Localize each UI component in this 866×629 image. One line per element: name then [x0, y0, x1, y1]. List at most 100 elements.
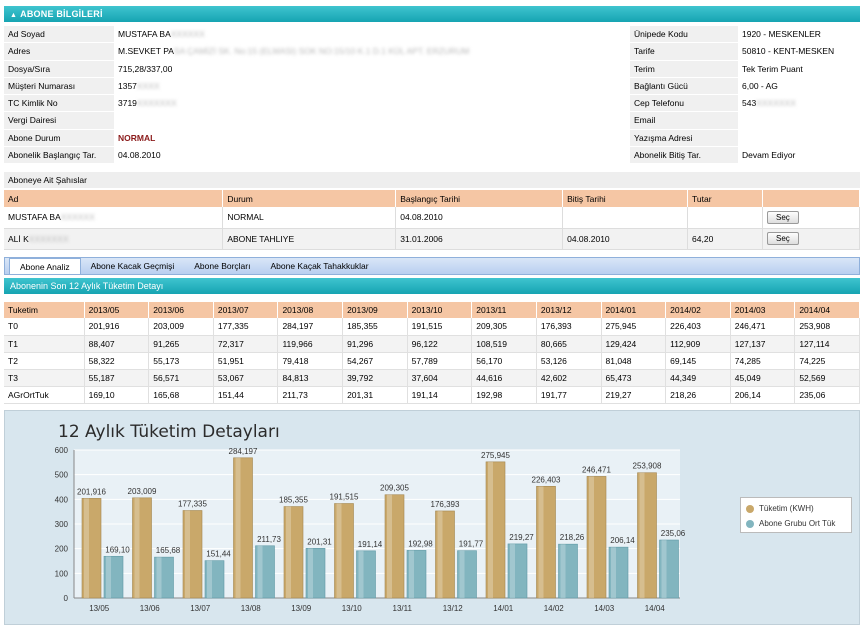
info-left-label: TC Kimlik No	[4, 95, 114, 113]
cell-name: MUSTAFA BAXXXXXX	[4, 207, 224, 229]
column-header: 2014/03	[730, 302, 796, 318]
section-header-label: ABONE BİLGİLERİ	[20, 9, 103, 19]
consumption-table: Tuketim 2013/05 2013/06 2013/07 2013/08 2013/…	[4, 302, 860, 404]
table-cell: 185,355	[342, 318, 408, 336]
row-label: T1	[4, 335, 85, 353]
table-cell: 56,571	[148, 369, 214, 387]
table-cell: 275,945	[601, 318, 667, 336]
table-cell: 226,403	[665, 318, 731, 336]
column-header: 2014/04	[794, 302, 860, 318]
info-right-row: Tarife 50810 - KENT-MESKEN	[630, 43, 860, 61]
value-text: 04.08.2010	[118, 150, 161, 161]
table-cell: 177,335	[213, 318, 279, 336]
value-text: 543	[742, 98, 757, 109]
legend-item: Tüketim (KWH)	[746, 501, 846, 516]
table-cell: 51,951	[213, 352, 279, 370]
info-left-row: Vergi Dairesi	[4, 112, 624, 130]
info-left-row: Müşteri Numarası 1357XXXX	[4, 77, 624, 96]
cell-action: Seç	[762, 228, 861, 250]
tab-bar: Abone Analiz Abone Kacak Geçmişi Abone Bor…	[4, 257, 860, 275]
value-text: 6,00 - AG	[742, 80, 778, 91]
table-cell: 191,515	[407, 318, 473, 336]
column-header: 2013/07	[213, 302, 279, 318]
value-text: 3719	[118, 98, 137, 109]
column-header: 2013/11	[471, 302, 537, 318]
select-button[interactable]: Seç	[766, 232, 799, 245]
table-cell: 127,137	[730, 335, 796, 353]
section-header-subscriber-info[interactable]: ▲ ABONE BİLGİLERİ	[4, 6, 860, 22]
row-label: T3	[4, 369, 85, 387]
info-right-value	[738, 129, 860, 148]
info-left-value	[114, 112, 614, 130]
info-left-label: Adres	[4, 43, 114, 61]
table-cell: 88,407	[84, 335, 150, 353]
table-cell: 151,44	[213, 386, 279, 404]
cell-end-date	[562, 207, 689, 229]
column-header: 2013/09	[342, 302, 408, 318]
name-text: ALİ K	[8, 233, 29, 244]
legend-item: Abone Grubu Ort Tük	[746, 516, 846, 531]
info-left-value: NORMAL	[114, 129, 614, 148]
table-cell: 53,067	[213, 369, 279, 387]
table-cell: 246,471	[730, 318, 796, 336]
cell-action: Seç	[762, 207, 861, 229]
column-header: 2014/01	[601, 302, 667, 318]
table-cell: 57,789	[407, 352, 473, 370]
table-cell: 192,98	[471, 386, 537, 404]
table-cell: 235,06	[794, 386, 860, 404]
table-row: T2 58,322 55,173 51,951 79,418 54,267 57,789 56…	[4, 352, 860, 370]
cell-amount: 64,20	[687, 228, 763, 250]
redacted-text: XXXXXXX	[28, 233, 69, 244]
cell-status: NORMAL	[222, 207, 397, 229]
redacted-text: XXXXXX	[170, 29, 205, 39]
info-left-row: Ad Soyad MUSTAFA BAXXXXXX	[4, 26, 624, 44]
info-right-label: Email	[630, 112, 738, 130]
info-left-value: 3719XXXXXXX	[114, 95, 614, 113]
table-cell: 218,26	[665, 386, 731, 404]
redacted-text: XXXXXX	[60, 212, 95, 223]
table-row[interactable]: MUSTAFA BAXXXXXX NORMAL 04.08.2010 Seç	[4, 207, 861, 229]
tab-1[interactable]: Abone Kacak Geçmişi	[90, 261, 175, 271]
cell-status: ABONE TAHLIYE	[222, 228, 397, 250]
chart-title: 12 Aylık Tüketim Detayları	[58, 422, 280, 442]
table-cell: 191,14	[407, 386, 473, 404]
value-text: 1920 - MESKENLER	[742, 29, 821, 39]
info-right-value: 543XXXXXXX	[738, 95, 860, 113]
table-cell: 129,424	[601, 335, 667, 353]
info-left-label: Müşteri Numarası	[4, 77, 114, 96]
table-cell: 209,305	[471, 318, 537, 336]
info-right-value: Devam Ediyor	[738, 147, 860, 165]
column-header: Tutar	[687, 190, 763, 207]
info-left-label: Abone Durum	[4, 129, 114, 148]
legend-swatch	[746, 504, 754, 513]
column-header	[762, 190, 861, 207]
info-right-label: Bağlantı Gücü	[630, 77, 738, 96]
table-cell: 45,049	[730, 369, 796, 387]
table-cell: 74,225	[794, 352, 860, 370]
table-cell: 37,604	[407, 369, 473, 387]
tab-3[interactable]: Abone Kaçak Tahakkuklar	[270, 261, 369, 271]
table-cell: 211,73	[277, 386, 344, 404]
redacted-text: XXXXXXX	[136, 98, 177, 109]
value-text: Devam Ediyor	[742, 150, 796, 161]
info-right-panel: Ünipede Kodu 1920 - MESKENLER Tarife 50810 …	[630, 26, 860, 166]
collapse-triangle-icon[interactable]: ▲	[10, 12, 18, 19]
tab-0[interactable]: Abone Analiz	[9, 258, 81, 274]
table-cell: 56,170	[471, 352, 537, 370]
table-row[interactable]: ALİ KXXXXXXX ABONE TAHLIYE 31.01.2006 04.08…	[4, 228, 861, 250]
info-right-row: Bağlantı Gücü 6,00 - AG	[630, 77, 860, 96]
info-left-label: Abonelik Başlangıç Tar.	[4, 147, 114, 165]
table-cell: 201,916	[84, 318, 150, 336]
column-header: Başlangıç Tarihi	[395, 190, 564, 207]
table-cell: 284,197	[277, 318, 344, 336]
select-button[interactable]: Seç	[766, 210, 799, 224]
name-text: MUSTAFA BA	[8, 212, 61, 223]
table-cell: 65,473	[601, 369, 667, 387]
info-right-value: 6,00 - AG	[738, 77, 860, 96]
table-cell: 54,267	[342, 352, 408, 370]
table-cell: 91,296	[342, 335, 408, 353]
table-row: T3 55,187 56,571 53,067 84,813 39,792 37,604 44…	[4, 369, 860, 387]
table-cell: 55,187	[84, 369, 150, 387]
tab-2[interactable]: Abone Borçları	[194, 261, 251, 271]
